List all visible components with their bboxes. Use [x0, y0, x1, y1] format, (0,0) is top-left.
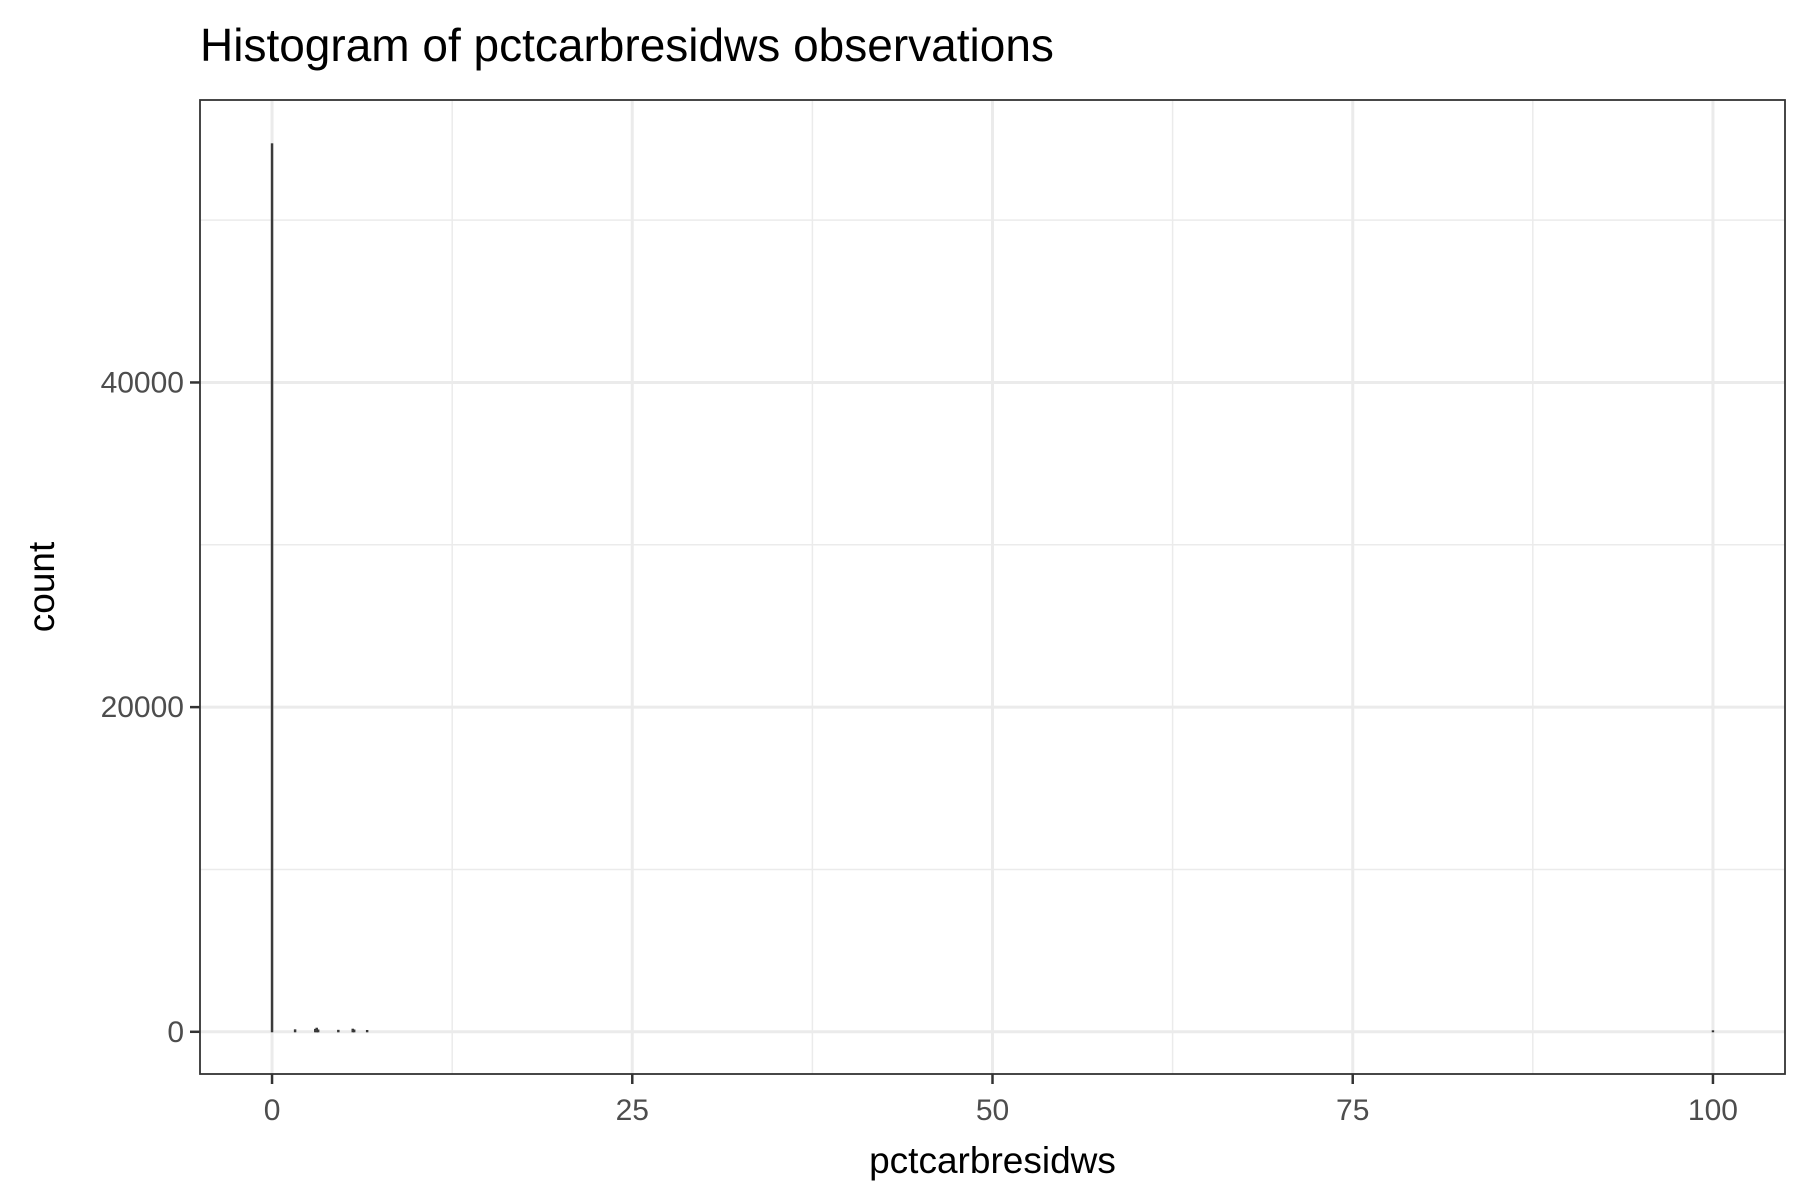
histogram-bars	[270, 143, 1715, 1033]
x-tick-label: 0	[264, 1094, 281, 1127]
y-axis-title: count	[21, 541, 62, 632]
y-tick-label: 0	[167, 1016, 184, 1049]
y-tick-label: 20000	[101, 691, 184, 724]
x-tick-label: 50	[976, 1094, 1009, 1127]
chart-title: Histogram of pctcarbresidws observations	[200, 19, 1054, 71]
histogram-bar	[316, 1029, 320, 1033]
histogram-bar	[352, 1029, 356, 1033]
x-axis-title: pctcarbresidws	[869, 1140, 1116, 1181]
x-tick-label: 75	[1336, 1094, 1369, 1127]
histogram-bar	[293, 1029, 297, 1033]
histogram-bar	[1711, 1030, 1715, 1033]
histogram-bar	[337, 1029, 340, 1033]
y-axis: 0 20000 40000	[101, 366, 200, 1049]
x-tick-label: 100	[1688, 1094, 1738, 1127]
x-axis: 0 25 50 75 100	[264, 1074, 1738, 1127]
histogram-bar	[365, 1029, 369, 1033]
histogram-bar	[270, 143, 274, 1033]
y-tick-label: 40000	[101, 366, 184, 399]
x-tick-label: 25	[616, 1094, 649, 1127]
